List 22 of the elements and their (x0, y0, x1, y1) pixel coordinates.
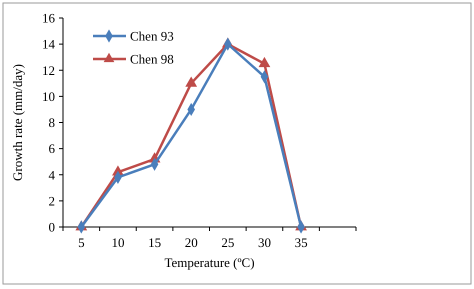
point (258, 56, 270, 68)
y-tick-label: 2 (48, 193, 55, 208)
x-tick-label: 25 (221, 235, 234, 250)
y-tick-label: 6 (48, 141, 56, 156)
legend-label: Chen 93 (130, 28, 174, 44)
y-tick-label: 8 (48, 115, 55, 130)
y-tick-label: 0 (48, 220, 55, 235)
legend-label: Chen 98 (130, 52, 174, 67)
point (185, 76, 198, 87)
y-axis-title: Growth rate (mm/day) (10, 64, 25, 181)
x-tick-label: 35 (294, 235, 308, 250)
x-axis-title: Temperature (ºC) (164, 255, 255, 270)
y-tick-label: 10 (42, 88, 55, 104)
x-tick-label: 15 (148, 235, 162, 250)
x-tick-label: 5 (78, 235, 85, 250)
y-tick-label: 12 (42, 62, 55, 78)
x-tick-label: 30 (258, 235, 271, 250)
y-tick-label: 14 (42, 36, 56, 52)
y-tick-label: 4 (48, 167, 56, 182)
x-tick-label: 20 (184, 235, 198, 250)
x-tick-label: 10 (111, 235, 124, 250)
y-tick-label: 16 (42, 10, 56, 26)
